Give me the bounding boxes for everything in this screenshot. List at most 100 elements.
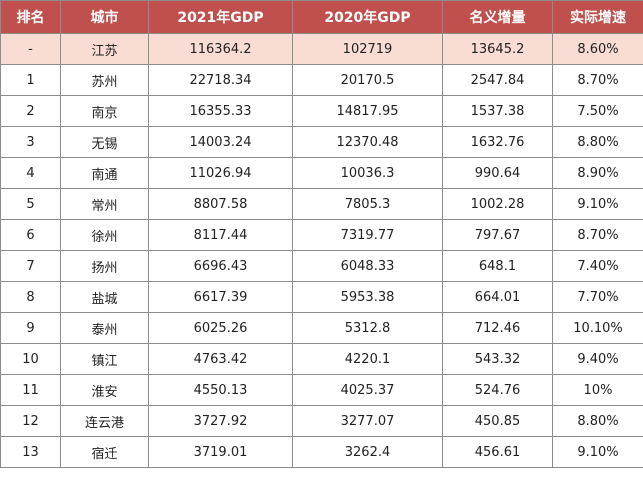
cell-nominal-increase: 990.64	[442, 157, 553, 189]
cell-real-growth: 8.70%	[552, 219, 643, 251]
cell-gdp-2021: 11026.94	[148, 157, 293, 189]
cell-nominal-increase: 712.46	[442, 312, 553, 344]
cell-rank: 2	[0, 95, 61, 127]
table-row: 13 宿迁 3719.01 3262.4 456.61 9.10%	[0, 436, 643, 468]
cell-real-growth: 8.90%	[552, 157, 643, 189]
cell-nominal-increase: 1632.76	[442, 126, 553, 158]
cell-nominal-increase: 797.67	[442, 219, 553, 251]
cell-gdp-2021: 6617.39	[148, 281, 293, 313]
cell-gdp-2021: 6696.43	[148, 250, 293, 282]
cell-rank: 11	[0, 374, 61, 406]
table-row: 6 徐州 8117.44 7319.77 797.67 8.70%	[0, 219, 643, 251]
cell-real-growth: 7.70%	[552, 281, 643, 313]
cell-gdp-2020: 7319.77	[292, 219, 443, 251]
cell-nominal-increase: 456.61	[442, 436, 553, 468]
cell-gdp-2021: 8117.44	[148, 219, 293, 251]
table-row: 10 镇江 4763.42 4220.1 543.32 9.40%	[0, 343, 643, 375]
cell-city: 无锡	[60, 126, 149, 158]
cell-rank: 9	[0, 312, 61, 344]
cell-city: 南通	[60, 157, 149, 189]
cell-nominal-increase: 1537.38	[442, 95, 553, 127]
cell-gdp-2021: 4550.13	[148, 374, 293, 406]
header-gdp-2020: 2020年GDP	[292, 0, 443, 34]
cell-rank: -	[0, 33, 61, 65]
gdp-table: 排名 城市 2021年GDP 2020年GDP 名义增量 实际增速 - 江苏 116…	[0, 0, 643, 468]
cell-rank: 6	[0, 219, 61, 251]
header-gdp-2021: 2021年GDP	[148, 0, 293, 34]
table-row: 2 南京 16355.33 14817.95 1537.38 7.50%	[0, 95, 643, 127]
header-real-growth: 实际增速	[552, 0, 643, 34]
cell-city: 苏州	[60, 64, 149, 96]
cell-rank: 12	[0, 405, 61, 437]
table-row: - 江苏 116364.2 102719 13645.2 8.60%	[0, 33, 643, 65]
cell-gdp-2020: 4025.37	[292, 374, 443, 406]
table-row: 9 泰州 6025.26 5312.8 712.46 10.10%	[0, 312, 643, 344]
table-row: 5 常州 8807.58 7805.3 1002.28 9.10%	[0, 188, 643, 220]
cell-city: 连云港	[60, 405, 149, 437]
cell-real-growth: 8.70%	[552, 64, 643, 96]
table-row: 1 苏州 22718.34 20170.5 2547.84 8.70%	[0, 64, 643, 96]
cell-nominal-increase: 13645.2	[442, 33, 553, 65]
cell-rank: 7	[0, 250, 61, 282]
cell-nominal-increase: 543.32	[442, 343, 553, 375]
cell-gdp-2020: 7805.3	[292, 188, 443, 220]
cell-city: 江苏	[60, 33, 149, 65]
cell-rank: 1	[0, 64, 61, 96]
cell-gdp-2021: 14003.24	[148, 126, 293, 158]
cell-real-growth: 7.40%	[552, 250, 643, 282]
cell-gdp-2021: 4763.42	[148, 343, 293, 375]
cell-city: 淮安	[60, 374, 149, 406]
cell-gdp-2021: 6025.26	[148, 312, 293, 344]
cell-gdp-2020: 3277.07	[292, 405, 443, 437]
cell-gdp-2020: 5312.8	[292, 312, 443, 344]
header-city: 城市	[60, 0, 149, 34]
cell-rank: 3	[0, 126, 61, 158]
cell-nominal-increase: 1002.28	[442, 188, 553, 220]
cell-city: 盐城	[60, 281, 149, 313]
cell-gdp-2021: 3727.92	[148, 405, 293, 437]
cell-gdp-2020: 102719	[292, 33, 443, 65]
table-row: 7 扬州 6696.43 6048.33 648.1 7.40%	[0, 250, 643, 282]
cell-nominal-increase: 450.85	[442, 405, 553, 437]
cell-gdp-2021: 116364.2	[148, 33, 293, 65]
cell-city: 镇江	[60, 343, 149, 375]
cell-gdp-2020: 5953.38	[292, 281, 443, 313]
cell-real-growth: 8.80%	[552, 405, 643, 437]
cell-real-growth: 10.10%	[552, 312, 643, 344]
cell-gdp-2021: 16355.33	[148, 95, 293, 127]
cell-real-growth: 8.80%	[552, 126, 643, 158]
table-row: 11 淮安 4550.13 4025.37 524.76 10%	[0, 374, 643, 406]
table-row: 3 无锡 14003.24 12370.48 1632.76 8.80%	[0, 126, 643, 158]
cell-city: 南京	[60, 95, 149, 127]
cell-gdp-2020: 3262.4	[292, 436, 443, 468]
cell-rank: 4	[0, 157, 61, 189]
table-row: 8 盐城 6617.39 5953.38 664.01 7.70%	[0, 281, 643, 313]
cell-real-growth: 9.40%	[552, 343, 643, 375]
cell-gdp-2020: 20170.5	[292, 64, 443, 96]
header-rank: 排名	[0, 0, 61, 34]
cell-gdp-2020: 4220.1	[292, 343, 443, 375]
cell-city: 徐州	[60, 219, 149, 251]
table-row: 4 南通 11026.94 10036.3 990.64 8.90%	[0, 157, 643, 189]
cell-nominal-increase: 648.1	[442, 250, 553, 282]
cell-real-growth: 9.10%	[552, 436, 643, 468]
cell-gdp-2021: 8807.58	[148, 188, 293, 220]
cell-nominal-increase: 664.01	[442, 281, 553, 313]
header-row: 排名 城市 2021年GDP 2020年GDP 名义增量 实际增速	[0, 0, 643, 34]
cell-gdp-2020: 6048.33	[292, 250, 443, 282]
cell-nominal-increase: 524.76	[442, 374, 553, 406]
cell-rank: 5	[0, 188, 61, 220]
cell-city: 常州	[60, 188, 149, 220]
table-row: 12 连云港 3727.92 3277.07 450.85 8.80%	[0, 405, 643, 437]
cell-gdp-2020: 12370.48	[292, 126, 443, 158]
cell-gdp-2021: 22718.34	[148, 64, 293, 96]
cell-city: 扬州	[60, 250, 149, 282]
cell-gdp-2020: 14817.95	[292, 95, 443, 127]
cell-real-growth: 9.10%	[552, 188, 643, 220]
cell-real-growth: 10%	[552, 374, 643, 406]
header-nominal-increase: 名义增量	[442, 0, 553, 34]
cell-rank: 8	[0, 281, 61, 313]
cell-real-growth: 8.60%	[552, 33, 643, 65]
cell-nominal-increase: 2547.84	[442, 64, 553, 96]
cell-gdp-2021: 3719.01	[148, 436, 293, 468]
